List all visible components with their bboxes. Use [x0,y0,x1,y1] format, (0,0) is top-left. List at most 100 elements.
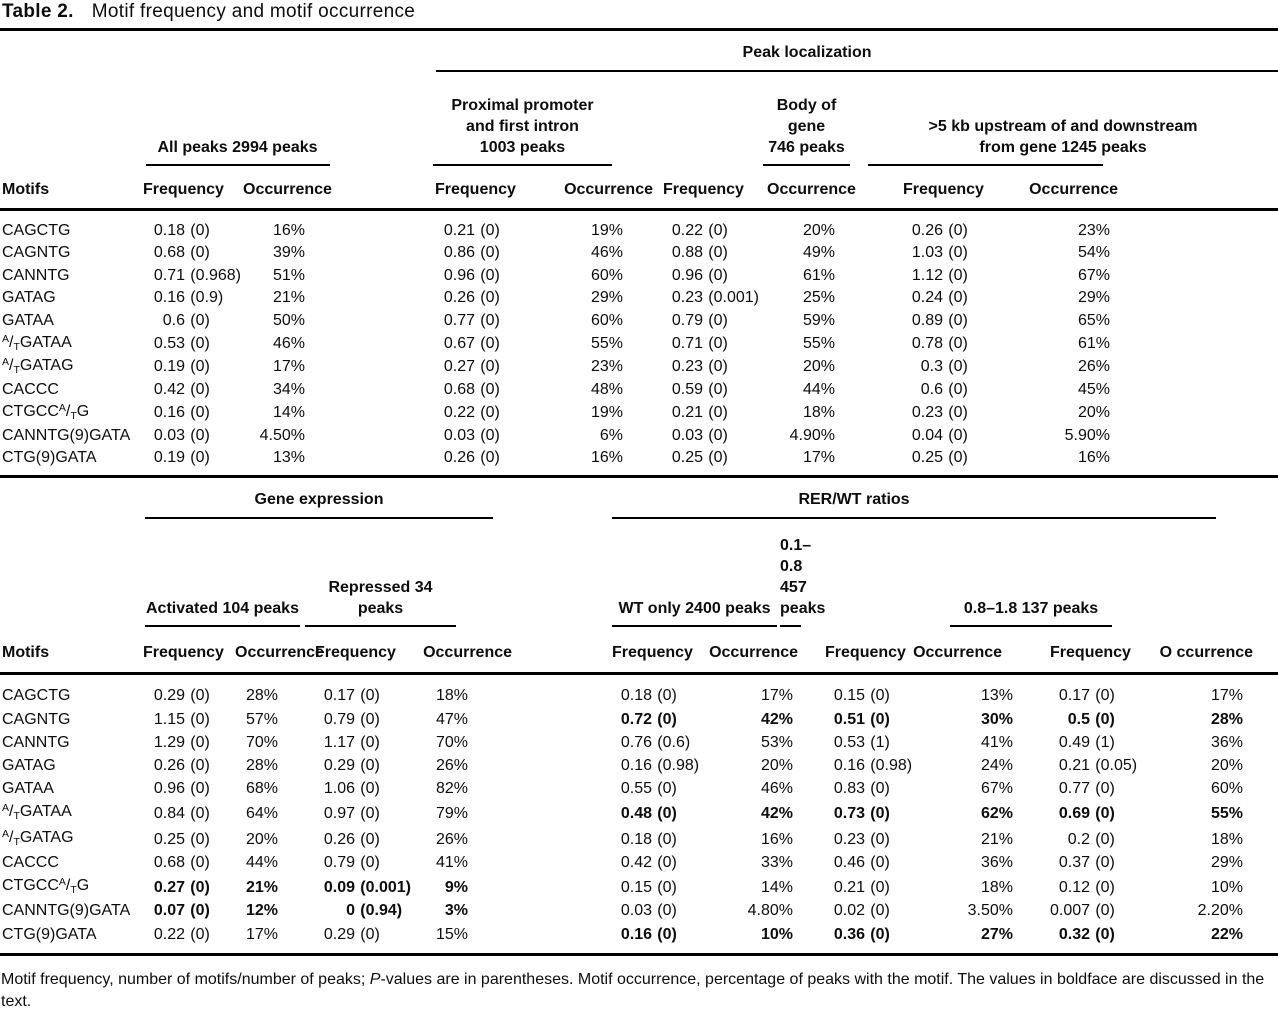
frequency-cell: 0.29 (0) [315,754,410,777]
frequency-pvalue: (0) [870,879,890,897]
motif-cell: CAGCTG [2,222,71,239]
frequency-pvalue: (0) [360,805,380,823]
frequency-pvalue: (0) [948,426,968,444]
occurrence-cell: 17% [1210,687,1244,705]
frequency-cell: 0.23 (0.001) [655,287,767,309]
occurrence-cell: 16% [272,222,305,239]
occurrence-cell: 42% [760,710,794,728]
occurrence-cell: 41% [435,853,469,871]
frequency-value: 0.76 [620,733,653,751]
occurrence-cell: 53% [760,733,794,751]
frequency-cell: 0.42 (0) [610,851,695,874]
frequency-pvalue: (0) [190,244,210,262]
frequency-pvalue: (0) [708,380,728,398]
occurrence-cell: 14% [272,404,305,422]
motif-cell: CAGNTG [2,244,71,262]
frequency-pvalue: (0) [190,853,210,871]
occurrence-cell: 57% [245,710,278,728]
table-body: CAGCTG 0.29 (0) 28% 0.17 (0) 18% 0.18 (0) 17% 0.15… [0,674,1278,954]
frequency-cell: 1.06 (0) [315,777,410,800]
frequency-value: 0.26 [443,449,475,467]
frequency-value: 0.21 [443,222,475,239]
occurrence-cell: 44% [245,853,278,871]
frequency-value: 0.69 [1058,805,1091,823]
frequency-value: 0.96 [443,266,475,284]
occurrence-cell: 48% [590,380,623,398]
frequency-pvalue: (0.98) [870,757,913,775]
frequency-value: 0.007 [1050,902,1091,920]
occurrence-cell: 28% [245,757,278,775]
frequency-pvalue: (0) [948,289,968,307]
frequency-cell: 0.53 (0) [143,332,243,355]
frequency-value: 0.15 [620,879,653,897]
frequency-value: 0.83 [833,780,866,798]
frequency-value: 0.16 [620,757,653,775]
occurrence-cell: 55% [1210,805,1244,823]
table-row: CTG(9)GATA 0.22 (0) 17% 0.29 (0) 15% 0.16 (0) 10%… [0,923,1278,955]
frequency-cell: 0.96 (0) [335,265,530,287]
group-header-row: Activated 104 peaks Repressed 34 peaks WT … [0,519,1278,628]
frequency-value: 0.27 [443,358,475,376]
frequency-value: 0.19 [153,449,185,467]
occurrence-cell: 21% [245,879,278,897]
frequency-pvalue: (0.98) [657,757,700,775]
frequency-pvalue: (0) [708,311,728,329]
occurrence-cell: 61% [1078,335,1111,353]
frequency-pvalue: (0) [190,449,210,467]
occurrence-cell: 30% [980,710,1014,728]
frequency-pvalue: (0) [190,404,210,422]
frequency-value: 0.97 [323,805,355,823]
frequency-pvalue: (0) [1095,853,1115,871]
frequency-value: 0.16 [833,757,866,775]
group-header-rule [868,164,1104,166]
frequency-pvalue: (0) [480,222,500,239]
frequency-cell: 0.77 (0) [1015,777,1135,800]
frequency-cell: 0.27 (0) [335,355,530,378]
frequency-pvalue: (0) [190,380,210,398]
frequency-pvalue: (0) [948,244,968,262]
frequency-pvalue: (0) [480,311,500,329]
frequency-cell: 0.79 (0) [655,310,767,332]
occurrence-column-header: Occurrence [1000,166,1278,211]
group-header-rule [433,164,612,166]
occurrence-cell: 46% [760,780,794,798]
frequency-value: 0.17 [1058,687,1091,705]
frequency-pvalue: (0) [190,311,210,329]
spacer-cell [0,72,143,166]
frequency-cell: 0.24 (0) [855,287,1000,309]
frequency-pvalue: (0) [1095,830,1115,848]
frequency-pvalue: (0) [190,757,210,775]
motif-cell: CTGCCA/TG [2,876,90,897]
occurrence-cell: 27% [980,925,1014,943]
motif-cell: GATAA [2,311,54,329]
frequency-value: 0.29 [323,925,355,943]
frequency-pvalue: (0) [1095,687,1115,705]
frequency-value: 0.19 [153,358,185,376]
occurrence-cell: 16% [760,830,794,848]
table-row: A/TGATAA 0.84 (0) 64% 0.97 (0) 79% 0.48 (0) 42% 0.… [0,800,1278,825]
frequency-value: 0.03 [671,426,703,444]
frequency-pvalue: (0) [657,879,677,897]
frequency-cell: 0.15 (0) [610,874,695,899]
frequency-cell: 0.32 (0) [1015,923,1135,955]
frequency-pvalue: (0) [190,830,210,848]
frequency-cell: 0.26 (0) [855,210,1000,243]
table-row: CAGCTG 0.18 (0) 16% 0.21 (0) 19% 0.22 (0) 20% 0.26… [0,210,1278,243]
occurrence-cell: 20% [1210,757,1244,775]
group-header-rule [305,625,457,628]
frequency-value: 1.12 [911,266,943,284]
frequency-cell: 0.96 (0) [655,265,767,287]
frequency-cell: 0.02 (0) [800,899,905,922]
frequency-value: 0.96 [671,266,703,284]
frequency-cell: 0.07 (0) [143,899,235,922]
frequency-pvalue: (0) [190,805,210,823]
table-row: CTGCCA/TG 0.27 (0) 21% 0.09 (0.001) 9% 0.15 (0) 1… [0,874,1278,899]
occurrence-cell: 13% [272,449,305,467]
frequency-pvalue: (0) [948,266,968,284]
frequency-pvalue: (0.94) [360,902,403,920]
group-header: Repressed 34 peaks [305,519,610,628]
frequency-value: 0.49 [1058,733,1091,751]
occurrence-cell: 62% [980,805,1014,823]
frequency-value: 0.18 [153,222,185,239]
frequency-cell: 0.42 (0) [143,379,243,401]
